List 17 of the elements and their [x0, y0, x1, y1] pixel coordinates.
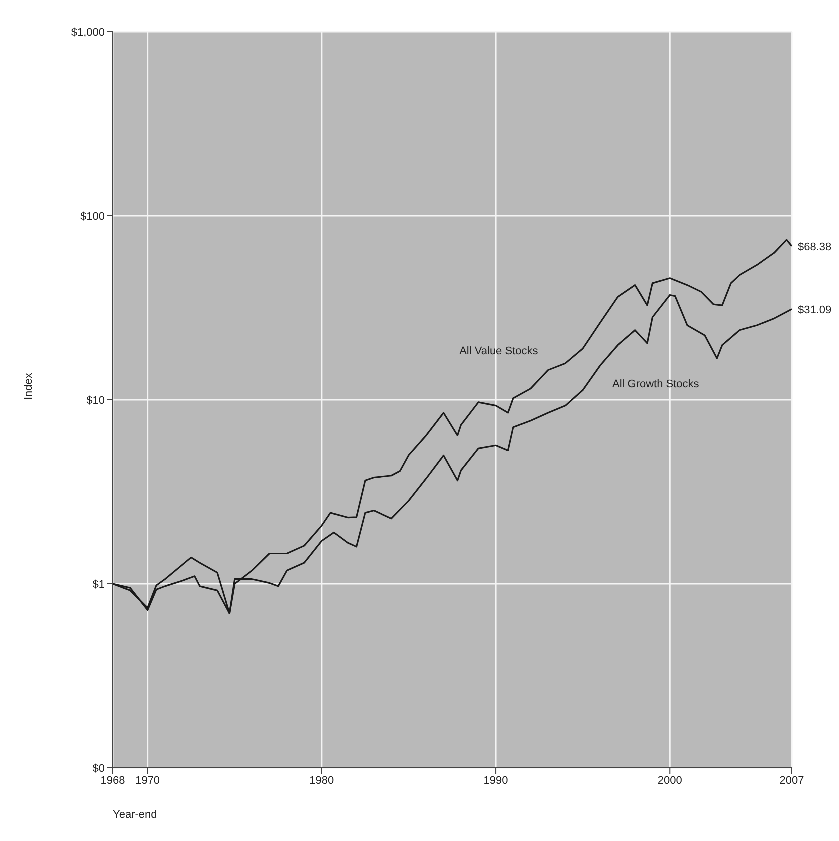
y-tick-label: $100	[80, 210, 105, 223]
y-tick-label: $0	[92, 762, 105, 775]
x-tick-label: 2007	[780, 774, 804, 787]
series-label: All Value Stocks	[460, 345, 539, 358]
annotation: $31.09	[798, 304, 832, 316]
y-tick-label: $1,000	[71, 26, 105, 39]
x-tick-label: 1968	[100, 774, 126, 787]
annotation: $68.38	[798, 241, 832, 254]
series-label: All Growth Stocks	[612, 378, 700, 390]
y-axis-title: Index	[22, 372, 35, 400]
x-tick-label: 1990	[484, 774, 508, 787]
x-tick-label: 1980	[310, 774, 334, 787]
y-tick-label: $1	[92, 578, 105, 591]
x-tick-label: 2000	[658, 774, 682, 787]
x-tick-label: 1970	[136, 774, 160, 787]
x-axis-title: Year-end	[113, 809, 158, 821]
y-tick-label: $10	[86, 394, 105, 407]
